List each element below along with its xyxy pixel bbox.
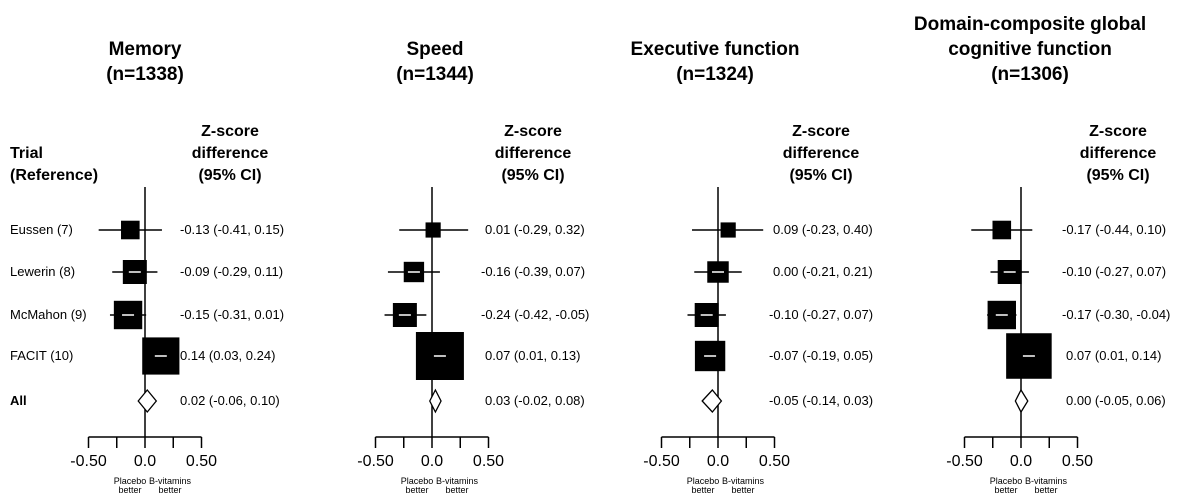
trial-column-header: Trial (Reference) [10, 143, 98, 187]
x-tick-label: 0.0 [134, 453, 156, 470]
estimate-label: -0.17 (-0.44, 0.10) [1062, 222, 1167, 237]
panel-title-line: (n=1338) [106, 64, 184, 85]
direction-label-bvitamins: B-vitamins [149, 476, 192, 486]
effect-estimate-square [425, 222, 441, 238]
estimate-column-header: Z-score difference (95% CI) [1058, 121, 1178, 187]
trial-header-line: (Reference) [10, 167, 99, 184]
pooled-estimate-diamond [137, 388, 158, 414]
trial-label-facit: FACIT (10) [10, 348, 74, 363]
direction-label-bvitamins: better [731, 485, 754, 495]
direction-label-placebo: better [118, 485, 141, 495]
direction-label-bvitamins: B-vitamins [722, 476, 765, 486]
direction-label-placebo: Placebo [401, 476, 434, 486]
estimate-label: -0.09 (-0.29, 0.11) [180, 264, 284, 279]
estimate-header-line: (95% CI) [501, 167, 565, 184]
estimate-header-line: difference [494, 145, 572, 162]
effect-estimate-square [720, 222, 736, 238]
direction-label-placebo: better [994, 485, 1017, 495]
trial-label-all: All [10, 393, 27, 408]
x-tick-label: 0.50 [759, 453, 790, 470]
pooled-estimate-diamond [1014, 388, 1029, 414]
estimate-label: -0.24 (-0.42, -0.05) [481, 307, 590, 322]
panel-title-line: Memory [108, 39, 182, 60]
estimate-column-header: Z-score difference (95% CI) [761, 121, 881, 187]
estimate-header-line: (95% CI) [1086, 167, 1150, 184]
x-tick-label: 0.0 [707, 453, 729, 470]
x-tick-label: -0.50 [357, 453, 394, 470]
trial-header-line: Trial [10, 145, 43, 162]
estimate-header-line: Z-score [792, 123, 850, 140]
direction-label-bvitamins: better [445, 485, 468, 495]
estimate-label: 0.14 (0.03, 0.24) [180, 348, 276, 363]
estimate-label: 0.07 (0.01, 0.13) [485, 348, 581, 363]
panel-title-line: cognitive function [948, 39, 1112, 60]
direction-label-bvitamins: better [158, 485, 181, 495]
estimate-header-line: difference [191, 145, 269, 162]
estimate-header-line: (95% CI) [789, 167, 853, 184]
estimate-header-line: Z-score [201, 123, 259, 140]
estimate-label: -0.15 (-0.31, 0.01) [180, 307, 285, 322]
estimate-label: 0.01 (-0.29, 0.32) [485, 222, 585, 237]
estimate-label: -0.10 (-0.27, 0.07) [1062, 264, 1167, 279]
estimate-header-line: difference [1079, 145, 1157, 162]
x-tick-label: 0.0 [421, 453, 443, 470]
panel-title-line: Speed [406, 39, 464, 60]
direction-label-bvitamins: B-vitamins [436, 476, 479, 486]
direction-label-placebo: Placebo [990, 476, 1023, 486]
direction-label-bvitamins: B-vitamins [1025, 476, 1068, 486]
direction-label-placebo: better [691, 485, 714, 495]
estimate-label: 0.00 (-0.21, 0.21) [773, 264, 873, 279]
direction-label-placebo: better [405, 485, 428, 495]
estimate-label: -0.07 (-0.19, 0.05) [769, 348, 874, 363]
panel-title: Speed (n=1344) [350, 37, 520, 87]
direction-label-bvitamins: better [1034, 485, 1057, 495]
effect-estimate-square [121, 220, 140, 240]
x-tick-label: 0.0 [1010, 453, 1032, 470]
pooled-estimate-label: -0.05 (-0.14, 0.03) [769, 393, 874, 408]
x-tick-label: -0.50 [643, 453, 680, 470]
x-tick-label: -0.50 [946, 453, 983, 470]
estimate-label: -0.10 (-0.27, 0.07) [769, 307, 874, 322]
trial-label-mcmahon: McMahon (9) [10, 307, 87, 322]
trial-label-lewerin: Lewerin (8) [10, 264, 76, 279]
panel-title-line: (n=1324) [676, 64, 754, 85]
panel-title: Memory (n=1338) [60, 37, 230, 87]
x-tick-label: 0.50 [186, 453, 217, 470]
pooled-estimate-diamond [701, 389, 723, 413]
x-tick-label: 0.50 [1062, 453, 1093, 470]
x-tick-label: -0.50 [70, 453, 107, 470]
panel-title-line: (n=1306) [991, 64, 1069, 85]
panel-title-line: Domain-composite global [913, 14, 1147, 35]
panel-title-line: Executive function [630, 39, 800, 60]
estimate-label: -0.13 (-0.41, 0.15) [180, 222, 285, 237]
pooled-estimate-diamond [429, 388, 442, 414]
estimate-label: -0.17 (-0.30, -0.04) [1062, 307, 1171, 322]
estimate-header-line: difference [782, 145, 860, 162]
x-tick-label: 0.50 [473, 453, 504, 470]
direction-label-placebo: Placebo [114, 476, 147, 486]
pooled-estimate-label: 0.02 (-0.06, 0.10) [180, 393, 280, 408]
panel-title: Executive function (n=1324) [600, 37, 830, 87]
estimate-column-header: Z-score difference (95% CI) [473, 121, 593, 187]
panel-title-line: (n=1344) [396, 64, 474, 85]
estimate-header-line: Z-score [504, 123, 562, 140]
direction-label-placebo: Placebo [687, 476, 720, 486]
estimate-header-line: Z-score [1089, 123, 1147, 140]
trial-label-eussen: Eussen (7) [10, 222, 73, 237]
pooled-estimate-label: 0.00 (-0.05, 0.06) [1066, 393, 1166, 408]
pooled-estimate-label: 0.03 (-0.02, 0.08) [485, 393, 585, 408]
estimate-label: -0.16 (-0.39, 0.07) [481, 264, 586, 279]
panel-title: Domain-composite global cognitive functi… [880, 12, 1180, 87]
effect-estimate-square [992, 220, 1012, 240]
estimate-header-line: (95% CI) [198, 167, 262, 184]
estimate-label: 0.09 (-0.23, 0.40) [773, 222, 873, 237]
estimate-label: 0.07 (0.01, 0.14) [1066, 348, 1162, 363]
estimate-column-header: Z-score difference (95% CI) [170, 121, 290, 187]
